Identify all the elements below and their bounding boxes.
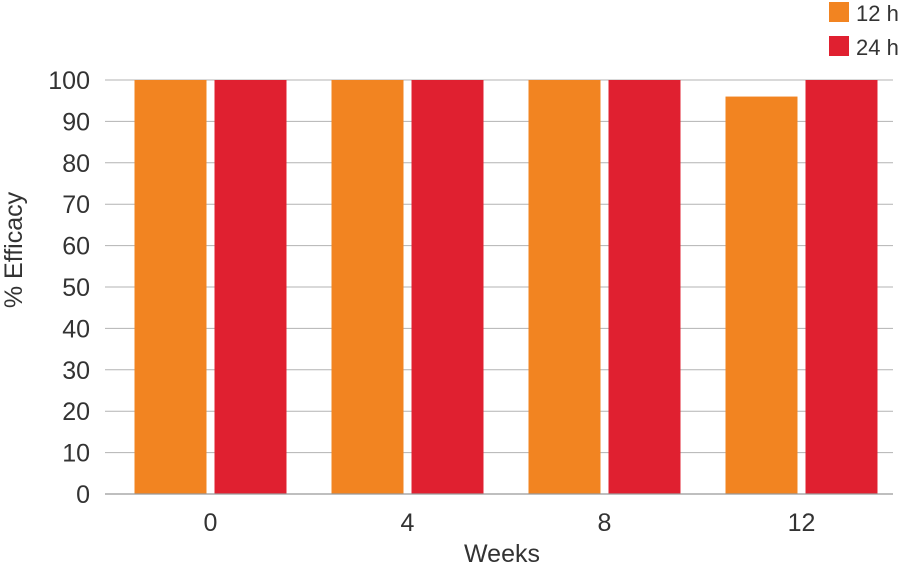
y-tick-labels: 0 10 20 30 40 50 60 70 80 90 100 <box>48 67 90 509</box>
x-tick-label: 8 <box>598 509 612 537</box>
x-tick-label: 12 <box>788 509 816 537</box>
legend: 12 h 24 h <box>829 1 899 60</box>
x-tick-labels: 0 4 8 12 <box>204 509 816 537</box>
legend-swatch <box>829 2 849 22</box>
y-tick-label: 90 <box>62 108 90 136</box>
y-axis-title: % Efficacy <box>0 191 28 308</box>
bar-week-8-12h <box>528 80 601 494</box>
bars <box>134 80 878 494</box>
bar-week-4-12h <box>331 80 404 494</box>
y-tick-label: 50 <box>62 274 90 302</box>
x-tick-label: 4 <box>401 509 415 537</box>
y-tick-label: 10 <box>62 440 90 468</box>
x-tick-label: 0 <box>204 509 218 537</box>
y-tick-label: 100 <box>48 67 90 95</box>
y-tick-label: 20 <box>62 398 90 426</box>
bar-week-8-24h <box>608 80 681 494</box>
bar-week-0-24h <box>214 80 287 494</box>
y-tick-label: 70 <box>62 191 90 219</box>
y-tick-label: 60 <box>62 233 90 261</box>
bar-week-4-24h <box>411 80 484 494</box>
legend-swatch <box>829 36 849 56</box>
y-tick-label: 40 <box>62 315 90 343</box>
legend-label: 24 h <box>856 35 899 60</box>
bar-week-12-24h <box>805 80 878 494</box>
bar-week-12-12h <box>725 96 798 494</box>
y-tick-label: 80 <box>62 150 90 178</box>
bar-week-0-12h <box>134 80 207 494</box>
y-tick-label: 30 <box>62 357 90 385</box>
y-tick-label: 0 <box>76 481 90 509</box>
x-axis-title: Weeks <box>464 540 540 565</box>
legend-label: 12 h <box>856 1 899 26</box>
